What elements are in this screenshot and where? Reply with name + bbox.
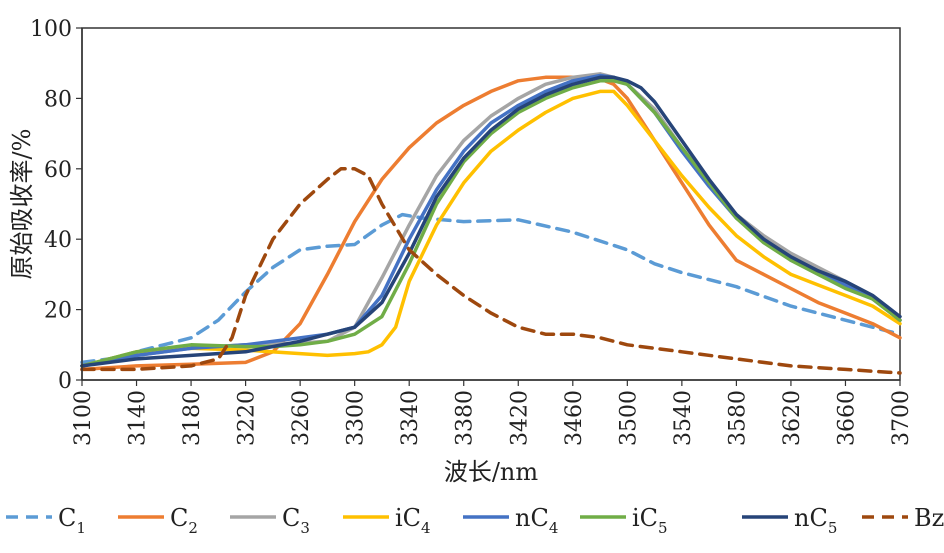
- y-tick-label: 60: [44, 158, 72, 183]
- series-line-1: [80, 75, 902, 372]
- series-line-5: [80, 79, 902, 368]
- x-tick-label: 3100: [71, 390, 96, 446]
- x-ticks: 3100 3140 3180 3220 3260 3300 3340 3380 3420 3460…: [71, 380, 914, 446]
- x-tick-label: 3500: [616, 390, 641, 446]
- x-tick-label: 3460: [562, 390, 587, 446]
- legend-label-0: C1: [58, 504, 86, 537]
- y-tick-label: 40: [44, 228, 72, 253]
- y-tick-label: 20: [44, 299, 72, 324]
- x-tick-label: 3420: [507, 390, 532, 446]
- legend-label-2: C3: [282, 504, 310, 537]
- series-line-7: [80, 167, 902, 375]
- y-tick-label: 80: [44, 87, 72, 112]
- x-tick-label: 3580: [725, 390, 750, 446]
- legend-label-6: nC5: [794, 504, 837, 537]
- x-tick-label: 3220: [235, 390, 260, 446]
- series-layer: [80, 72, 902, 375]
- series-line-3: [80, 89, 902, 368]
- x-tick-label: 3660: [834, 390, 859, 446]
- legend-label-4: nC4: [515, 504, 558, 537]
- y-tick-label: 100: [30, 17, 72, 42]
- x-tick-label: 3540: [671, 390, 696, 446]
- legend-label-5: iC5: [632, 504, 668, 537]
- legend-label-3: iC4: [395, 504, 431, 537]
- y-ticks: 0 20 40 60 80 100: [30, 17, 82, 394]
- legend-label-7: Bz: [914, 504, 944, 532]
- y-axis-title: 原始吸收率/%: [8, 129, 36, 280]
- x-tick-label: 3300: [344, 390, 369, 446]
- x-tick-label: 3620: [780, 390, 805, 446]
- x-tick-label: 3380: [453, 390, 478, 446]
- series-line-6: [80, 75, 902, 368]
- x-axis-title: 波长/nm: [444, 458, 539, 486]
- series-line-0: [80, 212, 902, 365]
- legend: C1 C2 C3 iC4 nC4 iC5 nC5 Bz: [6, 504, 944, 537]
- x-tick-label: 3340: [398, 390, 423, 446]
- y-tick-label: 0: [58, 369, 72, 394]
- x-tick-label: 3140: [126, 390, 151, 446]
- legend-label-1: C2: [170, 504, 198, 537]
- x-tick-label: 3700: [889, 390, 914, 446]
- x-tick-label: 3180: [180, 390, 205, 446]
- x-tick-label: 3260: [289, 390, 314, 446]
